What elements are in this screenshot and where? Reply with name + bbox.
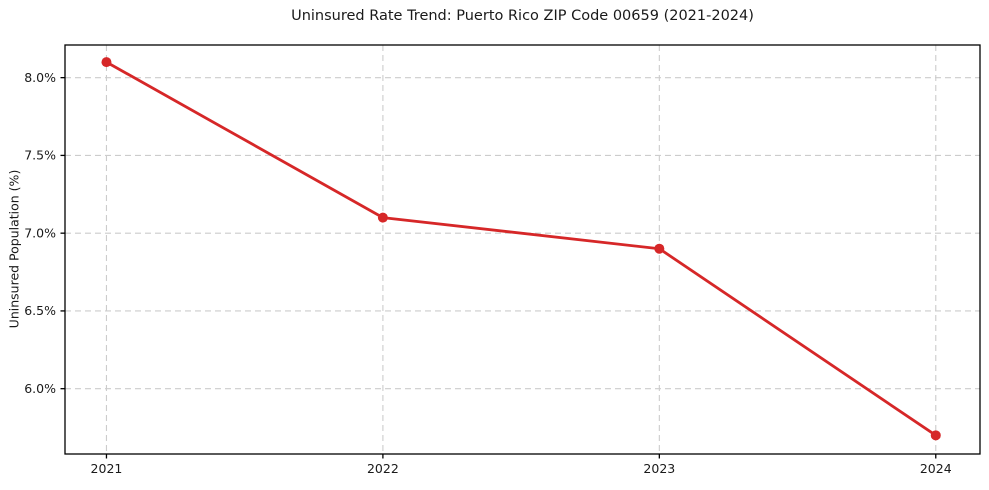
x-tick-label: 2022 (367, 461, 399, 476)
trend-line (105, 60, 938, 437)
y-tick-label: 8.0% (24, 70, 56, 85)
data-point (377, 212, 388, 223)
y-tick-label: 7.0% (24, 225, 56, 240)
x-tick-label: 2021 (91, 461, 123, 476)
y-tick-label: 6.0% (24, 381, 56, 396)
data-point (101, 57, 112, 68)
y-tick-label: 7.5% (24, 148, 56, 163)
chart-title: Uninsured Rate Trend: Puerto Rico ZIP Co… (291, 8, 754, 24)
y-axis-label: Uninsured Population (%) (6, 169, 22, 329)
x-tick-label: 2023 (643, 461, 675, 476)
x-tick-label: 2024 (920, 461, 952, 476)
plot-border (64, 44, 981, 455)
y-tick-label: 6.5% (24, 303, 56, 318)
data-point (930, 430, 941, 441)
data-point (654, 243, 665, 254)
